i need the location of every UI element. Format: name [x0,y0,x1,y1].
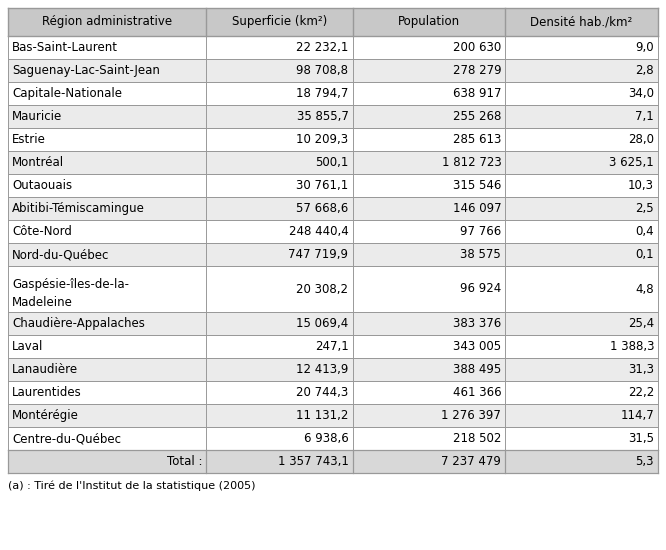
Text: Côte-Nord: Côte-Nord [12,225,72,238]
Text: 2,5: 2,5 [635,202,654,215]
Text: Mauricie: Mauricie [12,110,62,123]
Text: 278 279: 278 279 [453,64,501,77]
Bar [8,404,658,427]
Bar [8,105,658,128]
Text: 10 209,3: 10 209,3 [296,133,348,146]
Text: 248 440,4: 248 440,4 [289,225,348,238]
Text: 146 097: 146 097 [453,202,501,215]
Bar [8,381,658,404]
Text: 1 357 743,1: 1 357 743,1 [278,455,348,468]
Text: 3 625,1: 3 625,1 [609,156,654,169]
Bar [8,82,658,105]
Text: Outaouais: Outaouais [12,179,72,192]
Bar [8,128,658,151]
Text: Saguenay-Lac-Saint-Jean: Saguenay-Lac-Saint-Jean [12,64,160,77]
Text: 31,3: 31,3 [628,363,654,376]
Text: 30 761,1: 30 761,1 [296,179,348,192]
Text: Bas-Saint-Laurent: Bas-Saint-Laurent [12,41,118,54]
Text: Gaspésie-îles-de-la-: Gaspésie-îles-de-la- [12,278,129,291]
Text: 35 855,7: 35 855,7 [296,110,348,123]
Text: 11 131,2: 11 131,2 [296,409,348,422]
Text: Nord-du-Québec: Nord-du-Québec [12,248,109,261]
Text: Montérégie: Montérégie [12,409,79,422]
Text: 200 630: 200 630 [453,41,501,54]
Text: 25,4: 25,4 [628,317,654,330]
Text: 38 575: 38 575 [460,248,501,261]
Text: 1 812 723: 1 812 723 [442,156,501,169]
Text: 114,7: 114,7 [620,409,654,422]
Text: Laurentides: Laurentides [12,386,82,399]
Text: 0,4: 0,4 [635,225,654,238]
Text: 285 613: 285 613 [453,133,501,146]
Text: 22,2: 22,2 [628,386,654,399]
Bar [8,220,658,243]
Bar [8,59,658,82]
Text: Population: Population [398,15,460,29]
Text: 383 376: 383 376 [453,317,501,330]
Text: 97 766: 97 766 [460,225,501,238]
Text: 0,1: 0,1 [635,248,654,261]
Text: 343 005: 343 005 [453,340,501,353]
Bar [8,36,658,59]
Text: 7,1: 7,1 [635,110,654,123]
Bar [8,358,658,381]
Text: 20 308,2: 20 308,2 [296,283,348,295]
Text: 12 413,9: 12 413,9 [296,363,348,376]
Text: Région administrative: Région administrative [42,15,172,29]
Bar [8,151,658,174]
Text: Chaudière-Appalaches: Chaudière-Appalaches [12,317,145,330]
Bar [8,450,658,473]
Text: Estrie: Estrie [12,133,46,146]
Text: 315 546: 315 546 [453,179,501,192]
Bar [8,266,658,312]
Bar [8,8,658,36]
Text: 20 744,3: 20 744,3 [296,386,348,399]
Text: (a) : Tiré de l'Institut de la statistique (2005): (a) : Tiré de l'Institut de la statistiq… [8,481,256,491]
Text: Total :: Total : [166,455,202,468]
Text: 638 917: 638 917 [453,87,501,100]
Bar [8,335,658,358]
Text: 7 237 479: 7 237 479 [442,455,501,468]
Text: Lanaudière: Lanaudière [12,363,78,376]
Text: 28,0: 28,0 [628,133,654,146]
Text: 10,3: 10,3 [628,179,654,192]
Text: 461 366: 461 366 [453,386,501,399]
Text: 18 794,7: 18 794,7 [296,87,348,100]
Text: 500,1: 500,1 [315,156,348,169]
Text: 15 069,4: 15 069,4 [296,317,348,330]
Bar [8,312,658,335]
Text: 96 924: 96 924 [460,283,501,295]
Text: Densité hab./km²: Densité hab./km² [531,15,633,29]
Text: 9,0: 9,0 [635,41,654,54]
Text: 6 938,6: 6 938,6 [304,432,348,445]
Bar [8,243,658,266]
Text: 5,3: 5,3 [635,455,654,468]
Text: Abitibi-Témiscamingue: Abitibi-Témiscamingue [12,202,145,215]
Text: 4,8: 4,8 [635,283,654,295]
Bar [8,197,658,220]
Text: 747 719,9: 747 719,9 [288,248,348,261]
Text: 218 502: 218 502 [453,432,501,445]
Text: Madeleine: Madeleine [12,296,73,309]
Bar [8,174,658,197]
Text: 57 668,6: 57 668,6 [296,202,348,215]
Text: 1 388,3: 1 388,3 [609,340,654,353]
Text: Superficie (km²): Superficie (km²) [232,15,327,29]
Text: Centre-du-Québec: Centre-du-Québec [12,432,121,445]
Text: 22 232,1: 22 232,1 [296,41,348,54]
Text: 247,1: 247,1 [315,340,348,353]
Bar [8,427,658,450]
Text: 388 495: 388 495 [453,363,501,376]
Text: Capitale-Nationale: Capitale-Nationale [12,87,122,100]
Text: 98 708,8: 98 708,8 [296,64,348,77]
Text: 2,8: 2,8 [635,64,654,77]
Text: 31,5: 31,5 [628,432,654,445]
Text: 34,0: 34,0 [628,87,654,100]
Text: 255 268: 255 268 [453,110,501,123]
Text: Laval: Laval [12,340,43,353]
Text: 1 276 397: 1 276 397 [442,409,501,422]
Text: Montréal: Montréal [12,156,64,169]
